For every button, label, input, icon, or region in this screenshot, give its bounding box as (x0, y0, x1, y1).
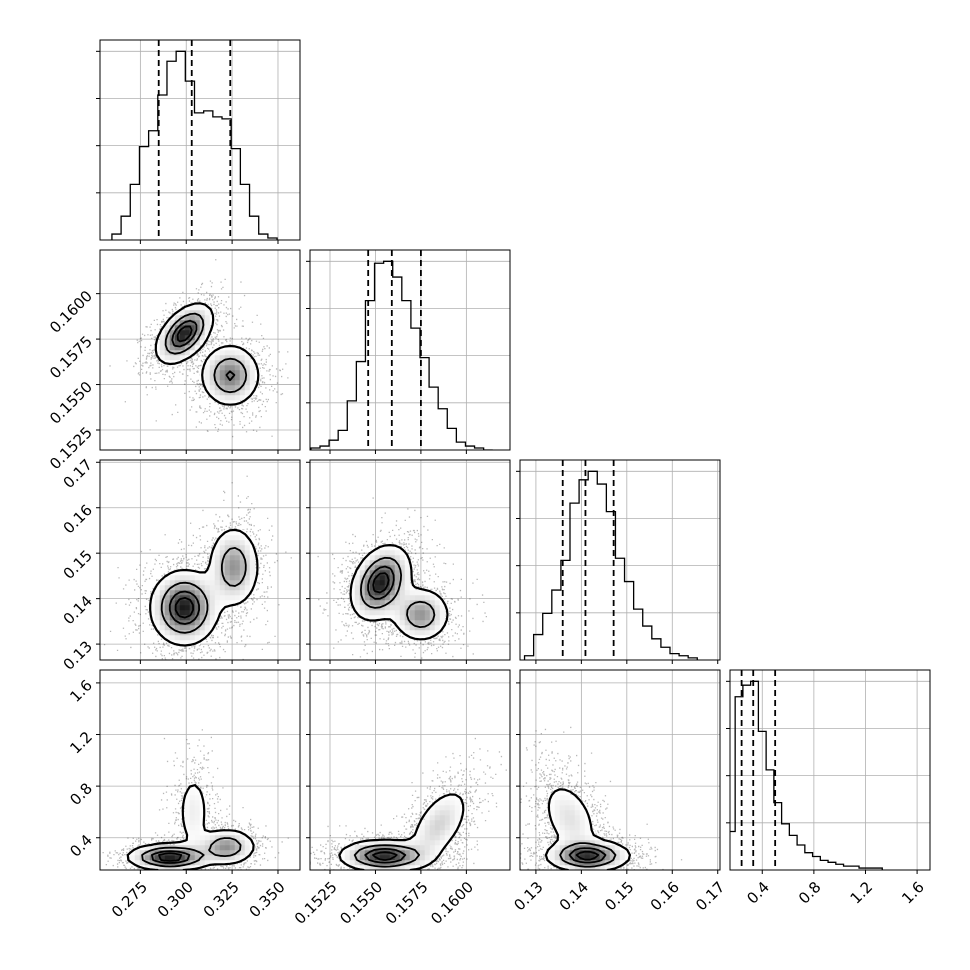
y-tick-label: 0.15 (60, 546, 96, 582)
x-tick-label: 0.1550 (336, 878, 386, 928)
y-tick-label: 0.1600 (46, 287, 96, 337)
contour-level-2 (568, 847, 607, 864)
y-tick-label: 0.1575 (46, 332, 96, 382)
x-tick-label: 0.8 (795, 878, 825, 908)
contour-level-1 (164, 312, 248, 394)
panel-frame (99, 249, 301, 451)
density-panel-1-2 (309, 459, 511, 661)
x-tick-label: 0.325 (200, 878, 243, 921)
contour-level-1 (360, 556, 436, 628)
contour-level-2 (171, 319, 236, 381)
hist-panel-1 (306, 249, 511, 451)
y-tick-label: 0.13 (60, 637, 96, 673)
x-tick-label: 0.16 (647, 878, 683, 914)
density-panel-1-3 (309, 669, 511, 871)
scatter-points (310, 737, 507, 870)
contour-level-2 (151, 850, 191, 864)
y-tick-label: 0.8 (66, 779, 96, 809)
x-tick-label: 0.275 (108, 878, 151, 921)
panel-frame (99, 459, 301, 661)
x-tick-label: 0.350 (246, 878, 289, 921)
contour-level-2 (364, 848, 407, 864)
x-tick-label: 0.13 (510, 878, 546, 914)
contour-level-0 (154, 302, 260, 406)
panel-frame (309, 459, 511, 661)
density-panel-2-3 (519, 669, 721, 871)
panel-frame (309, 669, 511, 871)
contour-level-3 (372, 572, 390, 594)
contour-level-0 (126, 784, 255, 870)
x-tick-label: 0.15 (601, 878, 637, 914)
panel-frame (99, 39, 301, 241)
scatter-points (109, 259, 289, 438)
contour-level-0 (544, 788, 631, 870)
hist-panel-0 (96, 39, 301, 241)
panel-frame (309, 249, 511, 451)
x-tick-label: 0.300 (154, 878, 197, 921)
hist-steps-3 (730, 680, 883, 870)
contour-level-3 (575, 850, 600, 861)
contour-level-1 (353, 844, 420, 868)
contour-level-3 (176, 325, 193, 343)
panel-frame (519, 459, 721, 661)
y-tick-label: 0.14 (60, 592, 96, 628)
contour-level-3 (174, 597, 194, 619)
hist-panel-2 (516, 459, 721, 661)
density-panel-0-2 (99, 459, 301, 661)
panel-frame (99, 669, 301, 871)
x-tick-label: 0.1600 (427, 878, 477, 928)
y-tick-label: 0.1550 (46, 378, 96, 428)
x-tick-label: 1.2 (847, 878, 877, 908)
contour-level-1 (160, 547, 247, 634)
x-tick-label: 0.17 (692, 878, 728, 914)
contour-level-0 (149, 528, 259, 647)
hist-steps-1 (310, 260, 493, 450)
contour-level-2 (367, 565, 395, 600)
panel-frame (729, 669, 931, 871)
density-panel-0-3 (99, 669, 301, 871)
contour-level-1 (559, 842, 617, 868)
y-tick-label: 1.6 (66, 676, 96, 706)
contour-level-3 (372, 851, 398, 861)
x-tick-label: 0.4 (743, 878, 773, 908)
density-panel-0-1 (99, 249, 301, 451)
hist-panel-3 (726, 669, 931, 871)
scatter-points (103, 475, 292, 660)
contour-level-0 (349, 544, 449, 641)
y-tick-label: 0.16 (60, 501, 96, 537)
y-tick-label: 0.4 (66, 831, 96, 861)
x-tick-label: 0.1575 (382, 878, 432, 928)
contour-level-1 (141, 837, 242, 868)
hist-steps-0 (111, 50, 278, 240)
contour-level-2 (168, 590, 200, 625)
x-tick-label: 0.1525 (291, 878, 341, 928)
x-tick-label: 0.14 (556, 878, 592, 914)
contour-level-3 (158, 852, 183, 862)
panel-frame (519, 669, 721, 871)
x-tick-label: 1.6 (898, 878, 928, 908)
y-tick-label: 1.2 (66, 728, 96, 758)
contour-level-0 (338, 793, 465, 870)
hist-steps-2 (523, 470, 698, 660)
